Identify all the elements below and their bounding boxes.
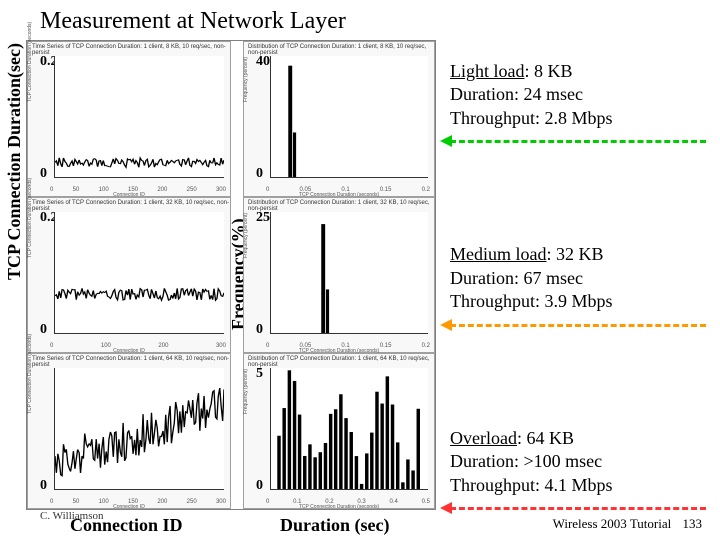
yaxis-max: 5 xyxy=(256,366,263,382)
yaxis-max: 40 xyxy=(256,54,270,70)
yaxis-zero: 0 xyxy=(256,322,263,338)
distribution-chart: Distribution of TCP Connection Duration:… xyxy=(243,41,435,197)
chart-row: Time Series of TCP Connection Duration: … xyxy=(27,353,435,509)
plot-area xyxy=(54,212,224,334)
plot-area xyxy=(54,56,224,178)
divider-arrow xyxy=(450,140,706,143)
load-title: Medium load xyxy=(450,244,547,264)
load-throughput: Throughput: 4.1 Mbps xyxy=(450,474,706,497)
y-axis-label: TCP Connection Duration(sec) xyxy=(4,43,25,280)
load-duration: Duration: >100 msec xyxy=(450,450,706,473)
small-ylabel: Frequency (percent) xyxy=(243,213,249,258)
info-panel: Light load: 8 KB Duration: 24 msec Throu… xyxy=(450,60,706,510)
x-axis-right-label: Duration (sec) xyxy=(280,515,389,536)
plot-area xyxy=(54,368,224,490)
small-ylabel: Frequency (percent) xyxy=(243,57,249,102)
load-title: Light load xyxy=(450,61,525,81)
small-xlabel: TCP Connection Duration (seconds) xyxy=(299,504,379,510)
timeseries-svg xyxy=(55,368,224,489)
plot-area xyxy=(270,212,428,334)
timeseries-chart: Time Series of TCP Connection Duration: … xyxy=(27,41,231,197)
divider-arrow xyxy=(450,507,706,510)
small-ylabel: Frequency (percent) xyxy=(243,369,249,414)
load-line: Overload: 64 KB xyxy=(450,427,706,450)
chart-row: Time Series of TCP Connection Duration: … xyxy=(27,197,435,353)
load-line: Medium load: 32 KB xyxy=(450,243,706,266)
yaxis-max: 25 xyxy=(256,210,270,226)
load-block: Overload: 64 KB Duration: >100 msec Thro… xyxy=(450,427,706,510)
load-duration: Duration: 67 msec xyxy=(450,267,706,290)
chart-subtitle: Time Series of TCP Connection Duration: … xyxy=(32,44,230,56)
yaxis-zero: 0 xyxy=(256,478,263,494)
chart-subtitle: Distribution of TCP Connection Duration:… xyxy=(248,44,434,56)
small-xlabel: Connection ID xyxy=(113,504,145,510)
small-ylabel: TCP Connection Duration (seconds) xyxy=(27,22,33,102)
load-block: Light load: 8 KB Duration: 24 msec Throu… xyxy=(450,60,706,143)
duration-sec-label: Duration (sec) xyxy=(280,515,389,535)
timeseries-chart: Time Series of TCP Connection Duration: … xyxy=(27,353,231,509)
load-block: Medium load: 32 KB Duration: 67 msec Thr… xyxy=(450,243,706,326)
page-title: Measurement at Network Layer xyxy=(40,8,346,35)
timeseries-chart: Time Series of TCP Connection Duration: … xyxy=(27,197,231,353)
plot-area xyxy=(270,56,428,178)
charts-grid: Time Series of TCP Connection Duration: … xyxy=(26,40,436,510)
divider-arrow xyxy=(450,324,706,327)
distribution-svg xyxy=(271,212,428,333)
load-throughput: Throughput: 2.8 Mbps xyxy=(450,107,706,130)
footer-text: Wireless 2003 Tutorial xyxy=(553,516,672,531)
chart-subtitle: Distribution of TCP Connection Duration:… xyxy=(248,200,434,212)
small-ylabel: TCP Connection Duration (seconds) xyxy=(27,334,33,414)
plot-area xyxy=(270,368,428,490)
chart-subtitle: Time Series of TCP Connection Duration: … xyxy=(32,356,230,368)
footer: Wireless 2003 Tutorial 133 xyxy=(553,516,702,532)
distribution-chart: Distribution of TCP Connection Duration:… xyxy=(243,197,435,353)
load-duration: Duration: 24 msec xyxy=(450,83,706,106)
page-number: 133 xyxy=(683,516,703,531)
chart-subtitle: Distribution of TCP Connection Duration:… xyxy=(248,356,434,368)
chart-row: Time Series of TCP Connection Duration: … xyxy=(27,41,435,197)
small-ylabel: TCP Connection Duration (seconds) xyxy=(27,178,33,258)
chart-subtitle: Time Series of TCP Connection Duration: … xyxy=(32,200,230,212)
yaxis-zero: 0 xyxy=(40,166,47,182)
distribution-svg xyxy=(271,368,428,489)
yaxis-zero: 0 xyxy=(40,322,47,338)
distribution-svg xyxy=(271,56,428,177)
load-line: Light load: 8 KB xyxy=(450,60,706,83)
load-title: Overload xyxy=(450,428,517,448)
yaxis-zero: 0 xyxy=(256,166,263,182)
author-label: C. Williamson xyxy=(40,510,104,522)
load-throughput: Throughput: 3.9 Mbps xyxy=(450,290,706,313)
timeseries-svg xyxy=(55,56,224,177)
yaxis-zero: 0 xyxy=(40,478,47,494)
timeseries-svg xyxy=(55,212,224,333)
distribution-chart: Distribution of TCP Connection Duration:… xyxy=(243,353,435,509)
